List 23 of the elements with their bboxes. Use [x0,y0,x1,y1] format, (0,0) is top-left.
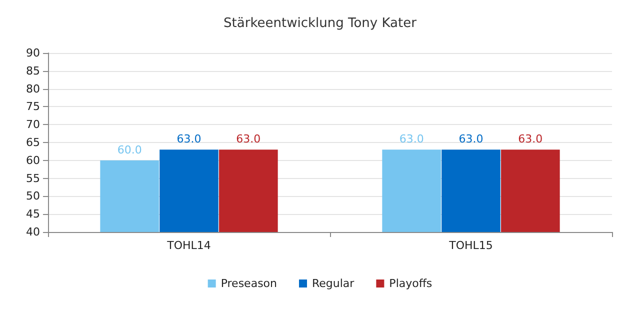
y-tick-label: 85 [26,64,40,78]
y-tick-label: 55 [26,172,40,185]
legend-label: Playoffs [389,277,432,290]
data-label: 63.0 [518,132,543,146]
x-tick-label: TOHL15 [448,239,493,252]
y-tick-label: 50 [26,190,40,203]
data-label: 63.0 [176,132,202,146]
y-tick-label: 40 [26,226,40,238]
y-tick-label: 70 [26,118,40,132]
data-label: 63.0 [458,132,484,146]
y-tick-label: 65 [26,136,40,149]
y-tick-label: 60 [26,154,40,167]
legend-label: Regular [312,277,355,290]
legend-label: Preseason [220,277,278,290]
y-tick-label: 75 [26,100,40,114]
data-label: 63.0 [399,132,424,146]
chart-title: Stärkeentwicklung Tony Kater [224,16,418,31]
data-label: 60.0 [117,143,142,156]
x-tick-label: TOHL14 [166,239,211,252]
y-tick-label: 80 [26,82,40,96]
y-tick-label: 90 [26,46,40,60]
y-tick-label: 45 [26,208,40,221]
data-label: 63.0 [236,132,261,146]
